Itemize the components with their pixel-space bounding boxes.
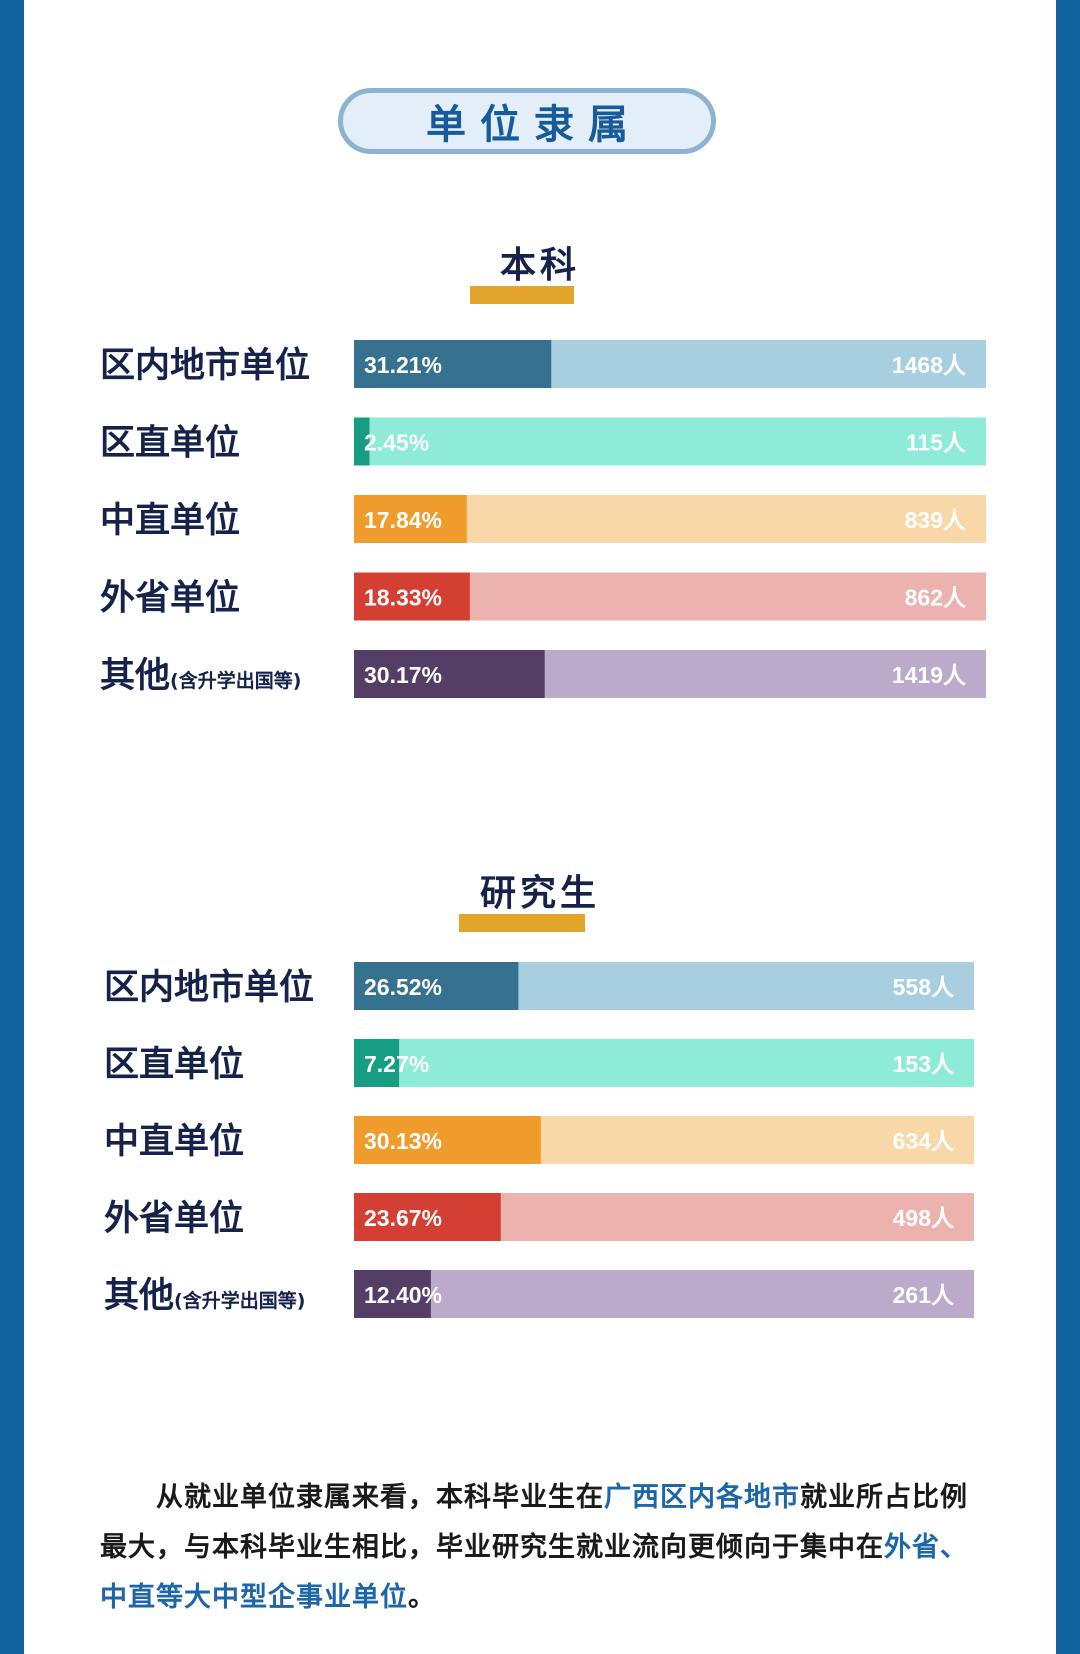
category-label: 区内地市单位 bbox=[104, 968, 314, 1008]
percent-label: 2.45% bbox=[364, 430, 429, 456]
percent-label: 26.52% bbox=[364, 974, 442, 1000]
percent-label: 30.17% bbox=[364, 662, 442, 688]
category-name: 外省单位 bbox=[100, 579, 240, 619]
bar-fill bbox=[354, 572, 470, 621]
bar-fill bbox=[354, 1270, 431, 1318]
count-label: 1468人 bbox=[892, 352, 967, 378]
percent-label: 30.13% bbox=[364, 1128, 442, 1154]
category-label: 其他(含升学出国等) bbox=[100, 656, 301, 696]
category-label: 中直单位 bbox=[100, 501, 240, 541]
category-label: 其他(含升学出国等) bbox=[104, 1276, 305, 1316]
summary-text: 从就业单位隶属来看，本科毕业生在 bbox=[156, 1482, 604, 1513]
chart-title-underline bbox=[470, 286, 574, 304]
category-name: 区内地市单位 bbox=[100, 346, 310, 386]
category-label: 区内地市单位 bbox=[100, 346, 310, 386]
chart-title-undergraduate: 本科 bbox=[499, 245, 580, 286]
category-name: 其他 bbox=[100, 656, 170, 696]
category-name: 其他 bbox=[104, 1276, 174, 1316]
bar-fill bbox=[354, 340, 552, 388]
category-label: 区直单位 bbox=[100, 424, 240, 464]
bar-fill bbox=[354, 1193, 501, 1241]
summary-highlight: 外省、中直等大中型企事业单位 bbox=[100, 1532, 968, 1613]
bar-fill bbox=[354, 650, 545, 698]
percent-label: 23.67% bbox=[364, 1205, 442, 1231]
percent-label: 12.40% bbox=[364, 1282, 442, 1308]
category-label: 中直单位 bbox=[104, 1122, 244, 1162]
category-name: 区直单位 bbox=[100, 424, 240, 464]
count-label: 558人 bbox=[893, 974, 955, 1000]
section-header: 单位隶属 bbox=[338, 88, 716, 154]
percent-label: 18.33% bbox=[364, 585, 442, 611]
chart-title-underline bbox=[459, 914, 585, 932]
count-label: 115人 bbox=[906, 430, 967, 456]
category-note: (含升学出国等) bbox=[174, 1289, 305, 1312]
percent-label: 17.84% bbox=[364, 507, 442, 533]
bar-fill bbox=[354, 417, 370, 466]
category-name: 外省单位 bbox=[104, 1199, 244, 1239]
category-name: 区直单位 bbox=[104, 1045, 244, 1085]
bar-track bbox=[354, 1039, 974, 1087]
category-label: 外省单位 bbox=[104, 1199, 244, 1239]
category-label: 外省单位 bbox=[100, 579, 240, 619]
right-border bbox=[1056, 0, 1080, 1654]
summary-highlight: 广西区内各地市 bbox=[604, 1482, 800, 1513]
count-label: 634人 bbox=[893, 1128, 955, 1154]
left-border bbox=[0, 0, 24, 1654]
percent-label: 31.21% bbox=[364, 352, 442, 378]
category-name: 区内地市单位 bbox=[104, 968, 314, 1008]
count-label: 261人 bbox=[893, 1282, 955, 1308]
summary-paragraph: 从就业单位隶属来看，本科毕业生在广西区内各地市就业所占比例最大，与本科毕业生相比… bbox=[100, 1473, 988, 1623]
count-label: 1419人 bbox=[892, 662, 967, 688]
summary-text: 。 bbox=[408, 1582, 436, 1613]
chart-title-graduate: 研究生 bbox=[479, 873, 600, 914]
bar-track bbox=[354, 417, 986, 466]
category-note: (含升学出国等) bbox=[170, 669, 301, 692]
count-label: 498人 bbox=[893, 1205, 955, 1231]
category-name: 中直单位 bbox=[100, 501, 240, 541]
bar-fill bbox=[354, 1116, 541, 1164]
bar-fill bbox=[354, 1039, 400, 1087]
summary-text: 就业所占比例最大，与本科毕业生相比，毕业研究生就业流向更倾向于集中在 bbox=[100, 1482, 968, 1563]
category-name: 中直单位 bbox=[104, 1122, 244, 1162]
count-label: 153人 bbox=[893, 1051, 955, 1077]
count-label: 839人 bbox=[905, 507, 967, 533]
bar-fill bbox=[354, 962, 519, 1010]
count-label: 862人 bbox=[905, 585, 967, 611]
section-header-title: 单位隶属 bbox=[426, 102, 642, 148]
bar-fill bbox=[354, 495, 467, 543]
bar-track bbox=[354, 1270, 974, 1318]
percent-label: 7.27% bbox=[364, 1051, 429, 1077]
category-label: 区直单位 bbox=[104, 1045, 244, 1085]
